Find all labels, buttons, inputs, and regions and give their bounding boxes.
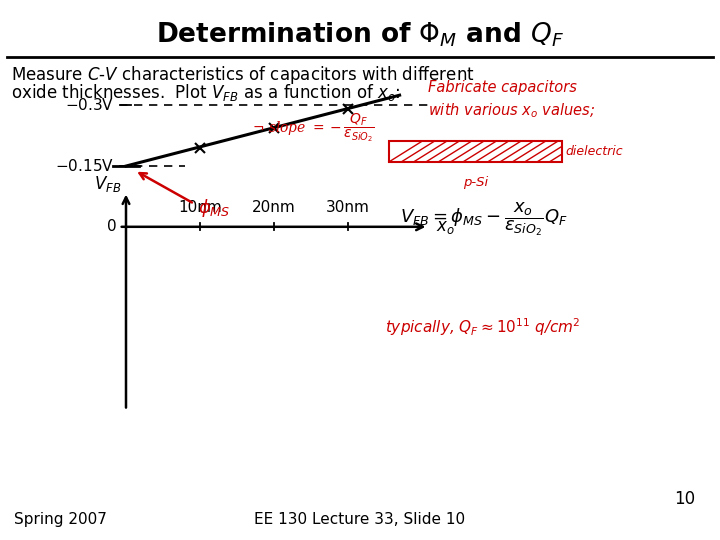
Text: 10nm: 10nm <box>178 200 222 215</box>
Text: 0: 0 <box>107 219 117 234</box>
Text: dielectric: dielectric <box>565 145 623 158</box>
Text: $\neg$ slope $= -\dfrac{Q_F}{\varepsilon_{SiO_2}}$: $\neg$ slope $= -\dfrac{Q_F}{\varepsilon… <box>252 111 374 144</box>
Text: p-Si: p-Si <box>463 176 487 188</box>
Text: 30nm: 30nm <box>326 200 370 215</box>
Text: $-$0.3V: $-$0.3V <box>66 97 114 113</box>
Text: $-$0.15V: $-$0.15V <box>55 158 114 174</box>
Text: $V_{FB} = \phi_{MS} - \dfrac{x_o}{\varepsilon_{SiO_2}} Q_F$: $V_{FB} = \phi_{MS} - \dfrac{x_o}{\varep… <box>400 200 567 238</box>
Text: EE 130 Lecture 33, Slide 10: EE 130 Lecture 33, Slide 10 <box>254 512 466 527</box>
Text: $\phi_{MS}$: $\phi_{MS}$ <box>198 197 230 219</box>
Text: Fabricate capacitors
with various $x_o$ values;: Fabricate capacitors with various $x_o$ … <box>428 80 595 119</box>
Text: typically, $Q_F \approx 10^{11}$ q/cm$^2$: typically, $Q_F \approx 10^{11}$ q/cm$^2… <box>385 316 581 338</box>
Text: oxide thicknesses.  Plot $V_{FB}$ as a function of $x_o$:: oxide thicknesses. Plot $V_{FB}$ as a fu… <box>11 83 400 103</box>
Text: Measure $C$-$V$ characteristics of capacitors with different: Measure $C$-$V$ characteristics of capac… <box>11 64 474 85</box>
Text: 20nm: 20nm <box>252 200 296 215</box>
Bar <box>389 141 562 162</box>
Text: $x_o$: $x_o$ <box>436 218 454 236</box>
Text: Spring 2007: Spring 2007 <box>14 512 107 527</box>
Text: 10: 10 <box>674 490 695 509</box>
Text: Determination of $\Phi_M$ and $Q_F$: Determination of $\Phi_M$ and $Q_F$ <box>156 21 564 49</box>
Text: $V_{FB}$: $V_{FB}$ <box>94 173 122 194</box>
